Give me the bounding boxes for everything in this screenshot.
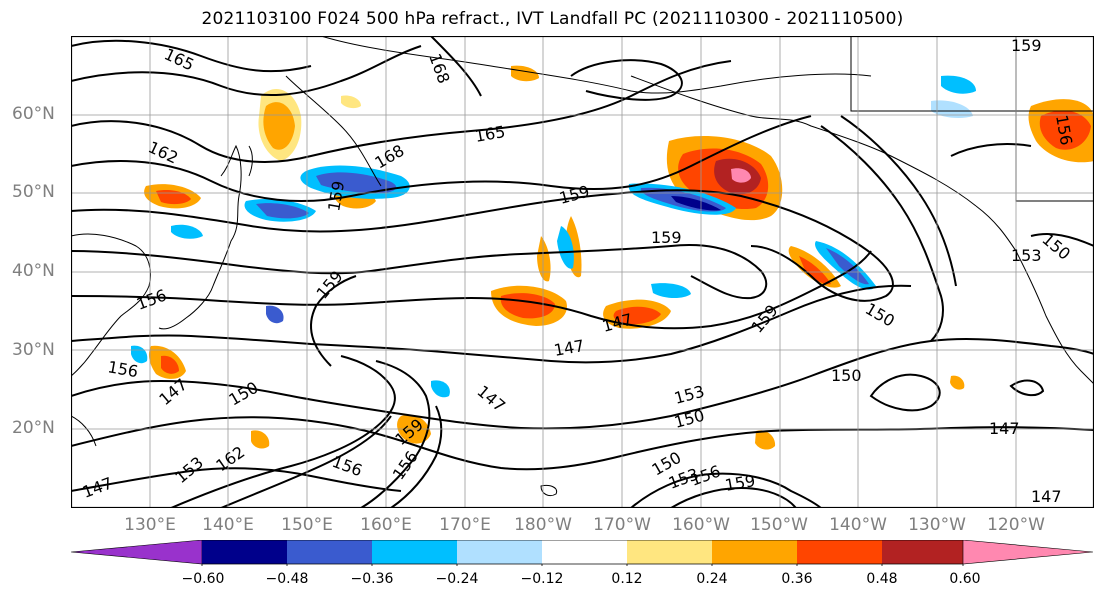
lat-label: 20°N [12, 418, 55, 438]
colorbar-segment [882, 540, 963, 564]
colorbar-tick-label: −0.36 [350, 571, 394, 587]
colorbar-tick-label: 0.60 [949, 571, 981, 587]
colorbar-segment [797, 540, 882, 564]
lon-label: 170°W [593, 515, 651, 535]
lon-label: 120°W [987, 515, 1045, 535]
lat-label: 60°N [12, 104, 55, 124]
colorbar-tick-label: 0.48 [866, 571, 898, 587]
colorbar-segment [71, 540, 203, 565]
lon-label: 150°E [281, 515, 333, 535]
lon-label: 140°E [202, 515, 254, 535]
colorbar-segment [372, 540, 457, 564]
colorbar-segment [202, 540, 287, 564]
colorbar-tick-label: −0.60 [181, 571, 225, 587]
lon-label: 150°W [750, 515, 808, 535]
map-frame [71, 36, 1094, 508]
lon-label: 130°W [908, 515, 966, 535]
colorbar-segment [287, 540, 372, 564]
colorbar-tick-label: −0.48 [265, 571, 309, 587]
colorbar-tick-label: 0.24 [696, 571, 728, 587]
colorbar [71, 540, 1094, 566]
colorbar-segment [457, 540, 542, 564]
contour-label: 153 [1011, 246, 1042, 265]
lat-label: 50°N [12, 182, 55, 202]
colorbar-segment [712, 540, 797, 564]
colorbar-segment [962, 540, 1094, 565]
lon-label: 140°W [829, 515, 887, 535]
contour-label: 159 [1011, 36, 1042, 55]
contour-label: 147 [989, 419, 1020, 438]
colorbar-tick-label: −0.12 [520, 571, 564, 587]
lon-label: 130°E [124, 515, 176, 535]
contour-label: 150 [831, 366, 862, 385]
colorbar-segment [627, 540, 712, 564]
colorbar-tick-label: 0.36 [781, 571, 813, 587]
lon-label: 160°E [360, 515, 412, 535]
lon-label: 180°W [514, 515, 572, 535]
map-panel: 165 168 162 165 168 159 159 159 159 156 … [71, 36, 1094, 508]
colorbar-tick-label: −0.24 [435, 571, 479, 587]
lon-label: 160°W [672, 515, 730, 535]
graticule [71, 36, 1094, 508]
lat-label: 40°N [12, 261, 55, 281]
lon-label: 170°E [439, 515, 491, 535]
map-title: 2021103100 F024 500 hPa refract., IVT La… [201, 9, 904, 29]
colorbar-tick-label: 0.12 [611, 571, 643, 587]
lat-label: 30°N [12, 340, 55, 360]
contour-label: 147 [1031, 487, 1062, 506]
colorbar-segment [542, 540, 627, 564]
contour-label: 159 [651, 228, 682, 247]
